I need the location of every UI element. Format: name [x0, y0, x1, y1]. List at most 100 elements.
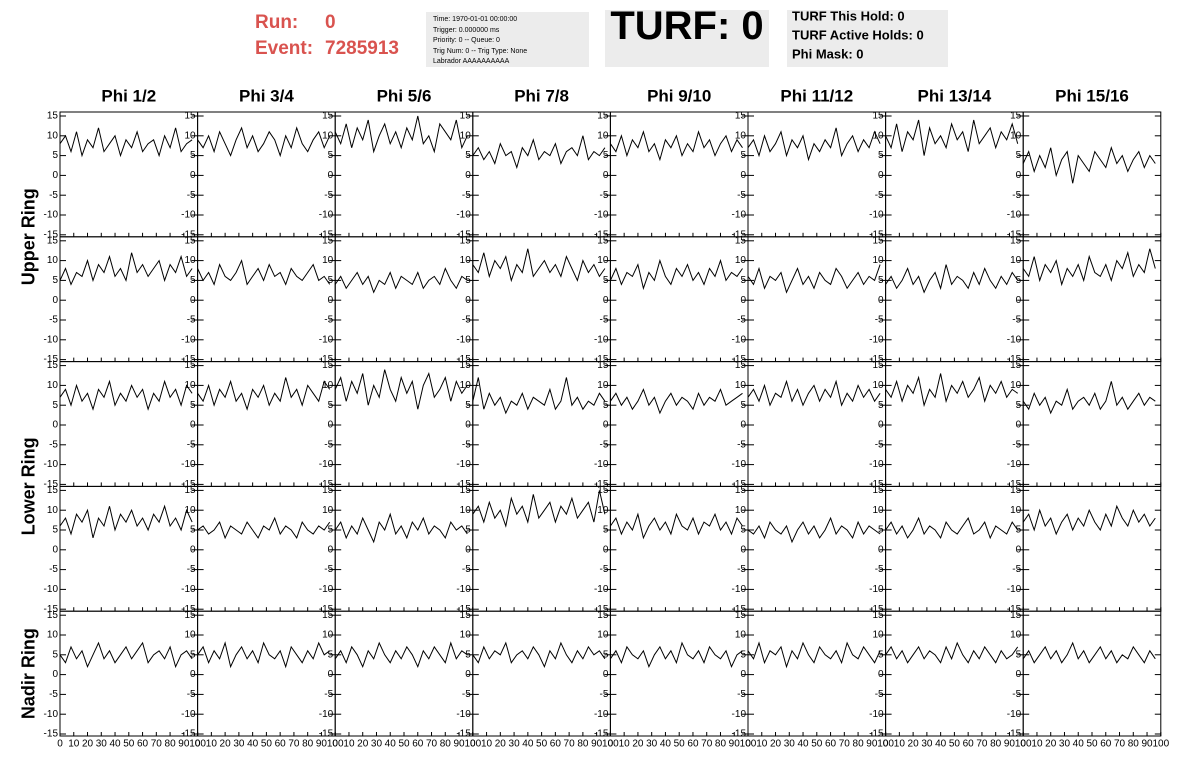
waveform [472, 135, 606, 170]
x-tick-label: 70 [426, 739, 438, 750]
waveform [885, 516, 1019, 540]
waveform [59, 127, 193, 158]
y-tick-label: -10 [181, 709, 196, 720]
waveform [197, 126, 331, 158]
y-tick-label: -10 [1007, 334, 1022, 345]
y-tick-label: -5 [49, 689, 58, 700]
x-tick-label: 100 [602, 739, 619, 750]
x-tick-label: 0 [745, 739, 751, 750]
y-tick-label: 15 [1010, 235, 1022, 246]
x-tick-label: 50 [674, 739, 686, 750]
turf-info-line: TURF Active Holds: 0 [792, 27, 924, 42]
info-line: Priority: 0 -- Queue: 0 [433, 37, 500, 44]
y-tick-label: 10 [184, 130, 196, 141]
y-tick-label: 0 [328, 420, 334, 431]
y-tick-label: -15 [181, 479, 196, 490]
x-tick-label: 40 [385, 739, 397, 750]
waveform [747, 379, 881, 407]
y-tick-label: -10 [181, 210, 196, 221]
x-tick-label: 60 [137, 739, 149, 750]
y-tick-label: 15 [1010, 610, 1022, 621]
y-tick-label: 5 [878, 525, 884, 536]
y-tick-label: 0 [1016, 295, 1022, 306]
y-tick-label: 10 [47, 380, 59, 391]
waveform [1022, 641, 1156, 664]
y-tick-label: -15 [594, 604, 609, 615]
x-tick-label: 0 [1020, 739, 1026, 750]
x-tick-label: 40 [522, 739, 534, 750]
y-tick-label: -15 [456, 354, 471, 365]
row-label: Upper Ring [19, 188, 39, 285]
y-tick-label: -10 [732, 584, 747, 595]
y-tick-label: 5 [740, 275, 746, 286]
y-tick-label: 10 [735, 505, 747, 516]
y-tick-label: 10 [1010, 630, 1022, 641]
y-tick-label: -15 [869, 354, 884, 365]
y-tick-label: 10 [735, 630, 747, 641]
y-tick-label: 0 [740, 544, 746, 555]
x-tick-label: 10 [68, 739, 80, 750]
y-tick-label: -10 [594, 709, 609, 720]
y-tick-label: -10 [456, 334, 471, 345]
run-label: Run: [255, 12, 298, 33]
y-tick-label: 15 [47, 111, 59, 122]
y-tick-label: 0 [1016, 170, 1022, 181]
y-tick-label: 10 [47, 255, 59, 266]
y-tick-label: 5 [740, 649, 746, 660]
x-tick-label: 100 [1015, 739, 1032, 750]
y-tick-label: 10 [184, 630, 196, 641]
y-tick-label: 0 [328, 170, 334, 181]
column-title: Phi 5/6 [377, 86, 432, 105]
turf-info-line: TURF This Hold: 0 [792, 8, 905, 23]
x-tick-label: 60 [275, 739, 287, 750]
x-tick-label: 0 [883, 739, 889, 750]
y-tick-label: -5 [737, 564, 746, 575]
y-tick-label: 5 [328, 525, 334, 536]
y-tick-label: 15 [47, 610, 59, 621]
x-tick-label: 10 [619, 739, 631, 750]
y-tick-label: 5 [465, 400, 471, 411]
y-tick-label: -5 [1012, 689, 1021, 700]
x-tick-label: 50 [398, 739, 410, 750]
y-tick-label: 0 [52, 669, 58, 680]
y-tick-label: -5 [49, 190, 58, 201]
y-tick-label: 5 [465, 275, 471, 286]
y-tick-label: 10 [872, 505, 884, 516]
y-tick-label: -15 [44, 604, 59, 615]
y-tick-label: 0 [603, 669, 609, 680]
y-tick-label: 0 [740, 170, 746, 181]
x-tick-label: 80 [302, 739, 314, 750]
x-tick-label: 30 [233, 739, 245, 750]
y-tick-label: 0 [328, 295, 334, 306]
info-box [426, 12, 589, 67]
y-tick-label: -5 [187, 439, 196, 450]
y-tick-label: -10 [732, 459, 747, 470]
waveform [197, 259, 331, 286]
y-tick-label: 0 [52, 544, 58, 555]
y-tick-label: 10 [47, 630, 59, 641]
y-tick-label: -5 [462, 439, 471, 450]
y-tick-label: 0 [878, 669, 884, 680]
y-tick-label: 5 [190, 525, 196, 536]
y-tick-label: 5 [740, 400, 746, 411]
waveform [334, 115, 468, 154]
waveform [59, 252, 193, 286]
y-tick-label: 15 [322, 485, 334, 496]
y-tick-label: 5 [878, 275, 884, 286]
y-tick-label: 15 [460, 360, 472, 371]
y-tick-label: 15 [735, 485, 747, 496]
y-tick-label: 10 [1010, 255, 1022, 266]
info-line: Time: 1970-01-01 00:00:00 [433, 16, 517, 23]
y-tick-label: 0 [465, 170, 471, 181]
y-tick-label: 0 [190, 669, 196, 680]
waveform [609, 388, 743, 415]
x-tick-label: 10 [1031, 739, 1043, 750]
event-label: Event: [255, 38, 313, 59]
y-tick-label: 5 [1016, 649, 1022, 660]
x-tick-label: 0 [470, 739, 476, 750]
y-tick-label: -5 [599, 439, 608, 450]
y-tick-label: -5 [187, 315, 196, 326]
y-tick-label: -5 [462, 689, 471, 700]
y-tick-label: 10 [460, 505, 472, 516]
x-tick-label: 80 [1128, 739, 1140, 750]
